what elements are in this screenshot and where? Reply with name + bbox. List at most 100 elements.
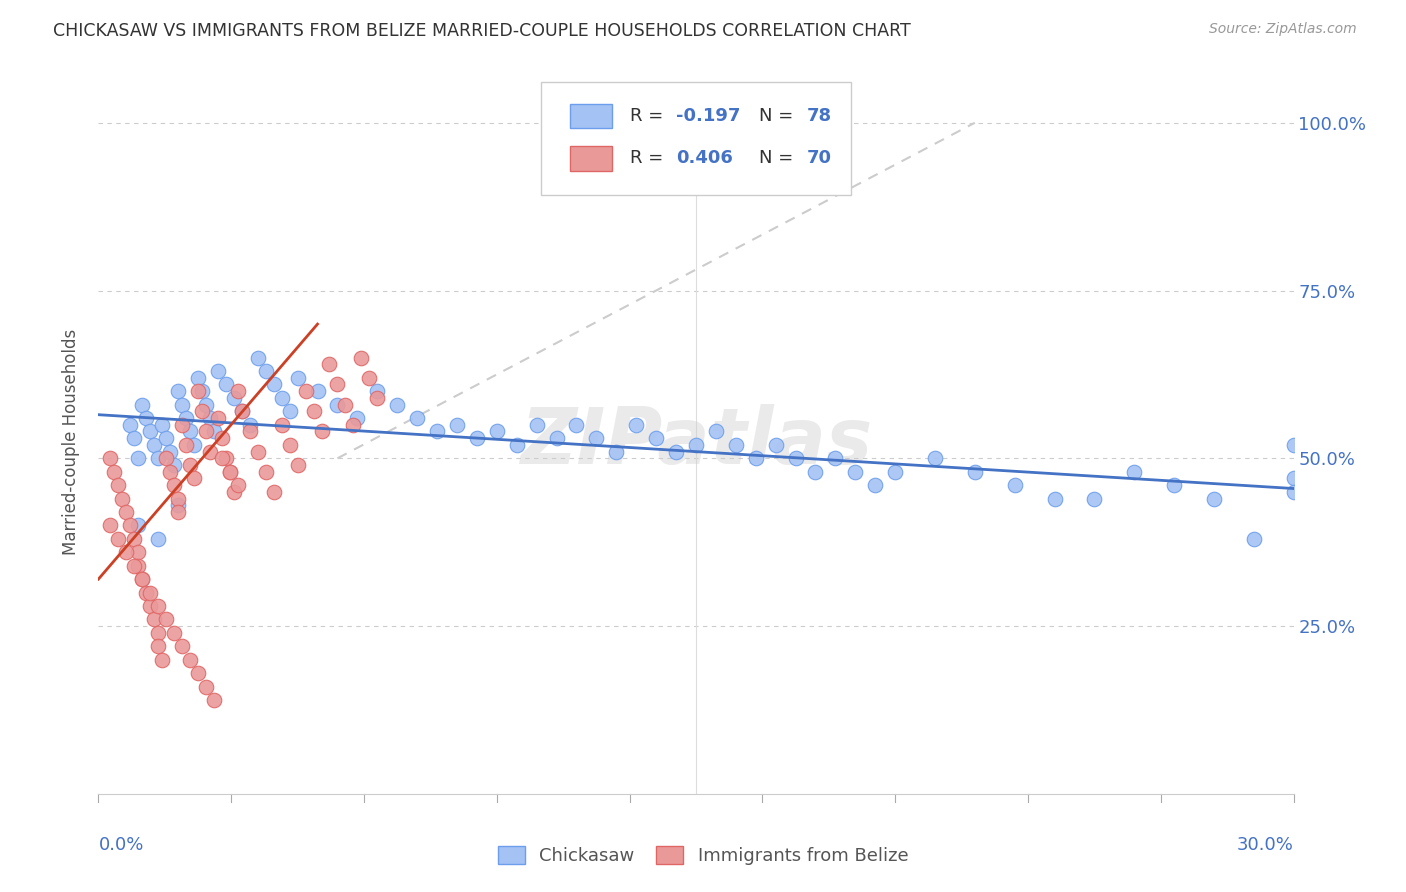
Point: [278, 404, 301, 418]
Point: [207, 411, 229, 425]
Point: [179, 425, 201, 439]
Point: [326, 398, 349, 412]
Point: [219, 465, 242, 479]
Point: [1163, 478, 1185, 492]
Point: [546, 431, 568, 445]
Point: [103, 465, 125, 479]
Point: [346, 411, 368, 425]
Point: [765, 438, 787, 452]
Point: [211, 431, 233, 445]
Point: [167, 505, 190, 519]
Point: [446, 417, 468, 432]
Point: [246, 351, 269, 365]
Point: [335, 398, 357, 412]
Point: [163, 458, 186, 472]
Point: [172, 417, 194, 432]
Point: [1004, 478, 1026, 492]
Point: [148, 639, 170, 653]
Point: [254, 465, 277, 479]
Point: [195, 425, 218, 439]
Legend: Chickasaw, Immigrants from Belize: Chickasaw, Immigrants from Belize: [489, 837, 917, 874]
Point: [287, 371, 309, 385]
Point: [167, 384, 190, 399]
Point: [155, 431, 177, 445]
Point: [263, 377, 285, 392]
Point: [127, 451, 149, 466]
Point: [565, 417, 588, 432]
Point: [526, 417, 548, 432]
Point: [179, 653, 201, 667]
Point: [963, 465, 986, 479]
Text: 78: 78: [807, 107, 832, 125]
Point: [131, 572, 153, 586]
Point: [139, 425, 162, 439]
Point: [311, 425, 333, 439]
Point: [159, 465, 181, 479]
Text: CHICKASAW VS IMMIGRANTS FROM BELIZE MARRIED-COUPLE HOUSEHOLDS CORRELATION CHART: CHICKASAW VS IMMIGRANTS FROM BELIZE MARR…: [53, 22, 911, 40]
Point: [187, 371, 209, 385]
Bar: [571, 103, 613, 128]
Point: [254, 364, 277, 378]
Point: [195, 398, 218, 412]
Point: [626, 417, 648, 432]
Point: [1043, 491, 1066, 506]
Point: [246, 444, 269, 458]
Point: [143, 438, 166, 452]
Point: [1282, 471, 1305, 485]
Point: [1202, 491, 1225, 506]
Point: [127, 558, 149, 573]
Bar: [571, 146, 613, 170]
Point: [385, 398, 409, 412]
Point: [159, 444, 181, 458]
Text: 70: 70: [807, 149, 832, 168]
Point: [685, 438, 707, 452]
Point: [1282, 438, 1305, 452]
Point: [155, 612, 177, 626]
Point: [1282, 484, 1305, 499]
Point: [318, 357, 340, 371]
Point: [150, 653, 173, 667]
Point: [1083, 491, 1105, 506]
Point: [139, 599, 162, 613]
Point: [207, 364, 229, 378]
Point: [231, 404, 253, 418]
Text: R =: R =: [630, 107, 669, 125]
Point: [366, 391, 388, 405]
Point: [172, 639, 194, 653]
Point: [202, 693, 225, 707]
Point: [824, 451, 846, 466]
Point: [163, 478, 186, 492]
Text: -0.197: -0.197: [676, 107, 740, 125]
Point: [350, 351, 373, 365]
Point: [148, 451, 170, 466]
Point: [215, 377, 238, 392]
Point: [645, 431, 668, 445]
Point: [191, 384, 214, 399]
Point: [107, 478, 129, 492]
Point: [195, 680, 218, 694]
Point: [135, 585, 157, 599]
Text: 0.0%: 0.0%: [98, 836, 143, 855]
Point: [148, 599, 170, 613]
Text: 0.406: 0.406: [676, 149, 733, 168]
Point: [406, 411, 429, 425]
Point: [179, 458, 201, 472]
Point: [124, 532, 146, 546]
Point: [148, 625, 170, 640]
Point: [724, 438, 747, 452]
Text: Source: ZipAtlas.com: Source: ZipAtlas.com: [1209, 22, 1357, 37]
Point: [804, 465, 827, 479]
Point: [124, 431, 146, 445]
Point: [426, 425, 449, 439]
Point: [278, 438, 301, 452]
Point: [307, 384, 329, 399]
Point: [270, 417, 292, 432]
Point: [124, 558, 146, 573]
Point: [172, 398, 194, 412]
Point: [174, 411, 197, 425]
Point: [605, 444, 627, 458]
Point: [135, 411, 157, 425]
Point: [187, 384, 209, 399]
Point: [98, 518, 122, 533]
Point: [485, 425, 508, 439]
